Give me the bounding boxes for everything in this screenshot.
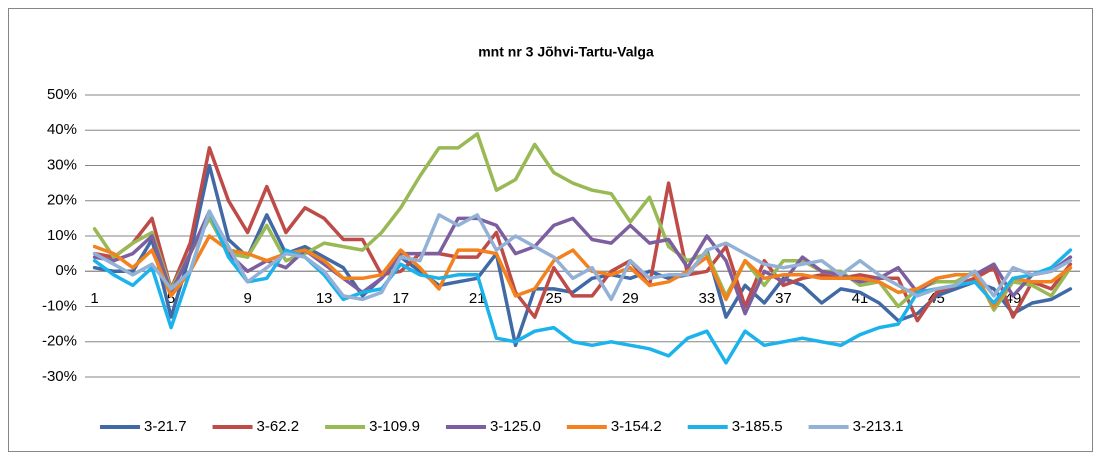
x-tick-label: 17 — [392, 290, 409, 307]
x-tick-label: 1 — [90, 290, 98, 307]
y-tick-label: -20% — [42, 333, 77, 350]
y-tick-label: 30% — [47, 156, 77, 173]
x-tick-label: 13 — [316, 290, 333, 307]
x-tick-label: 5 — [167, 290, 175, 307]
series-line — [92, 132, 1073, 312]
y-tick-label: -10% — [42, 297, 77, 314]
legend-label: 3-185.5 — [732, 418, 783, 435]
legend-label: 3-125.0 — [490, 418, 541, 435]
legend-label: 3-62.2 — [257, 418, 300, 435]
legend-label: 3-213.1 — [853, 418, 904, 435]
x-tick-label: 29 — [622, 290, 639, 307]
series-line — [92, 209, 1073, 365]
x-tick-label: 25 — [545, 290, 562, 307]
series-line — [92, 209, 1073, 302]
series-line — [92, 163, 1073, 348]
legend-label: 3-109.9 — [369, 418, 420, 435]
y-tick-label: 50% — [47, 86, 77, 103]
x-tick-label: 9 — [243, 290, 251, 307]
legend-label: 3-21.7 — [144, 418, 187, 435]
y-tick-label: 10% — [47, 227, 77, 244]
y-tick-label: 0% — [55, 262, 77, 279]
y-tick-label: -30% — [42, 368, 77, 385]
series-line — [92, 209, 1073, 316]
y-tick-label: 20% — [47, 192, 77, 209]
x-tick-label: 37 — [775, 290, 792, 307]
chart-title: mnt nr 3 Jõhvi-Tartu-Valga — [478, 44, 654, 60]
y-tick-label: 40% — [47, 121, 77, 138]
legend-label: 3-154.2 — [611, 418, 662, 435]
x-tick-label: 33 — [699, 290, 716, 307]
